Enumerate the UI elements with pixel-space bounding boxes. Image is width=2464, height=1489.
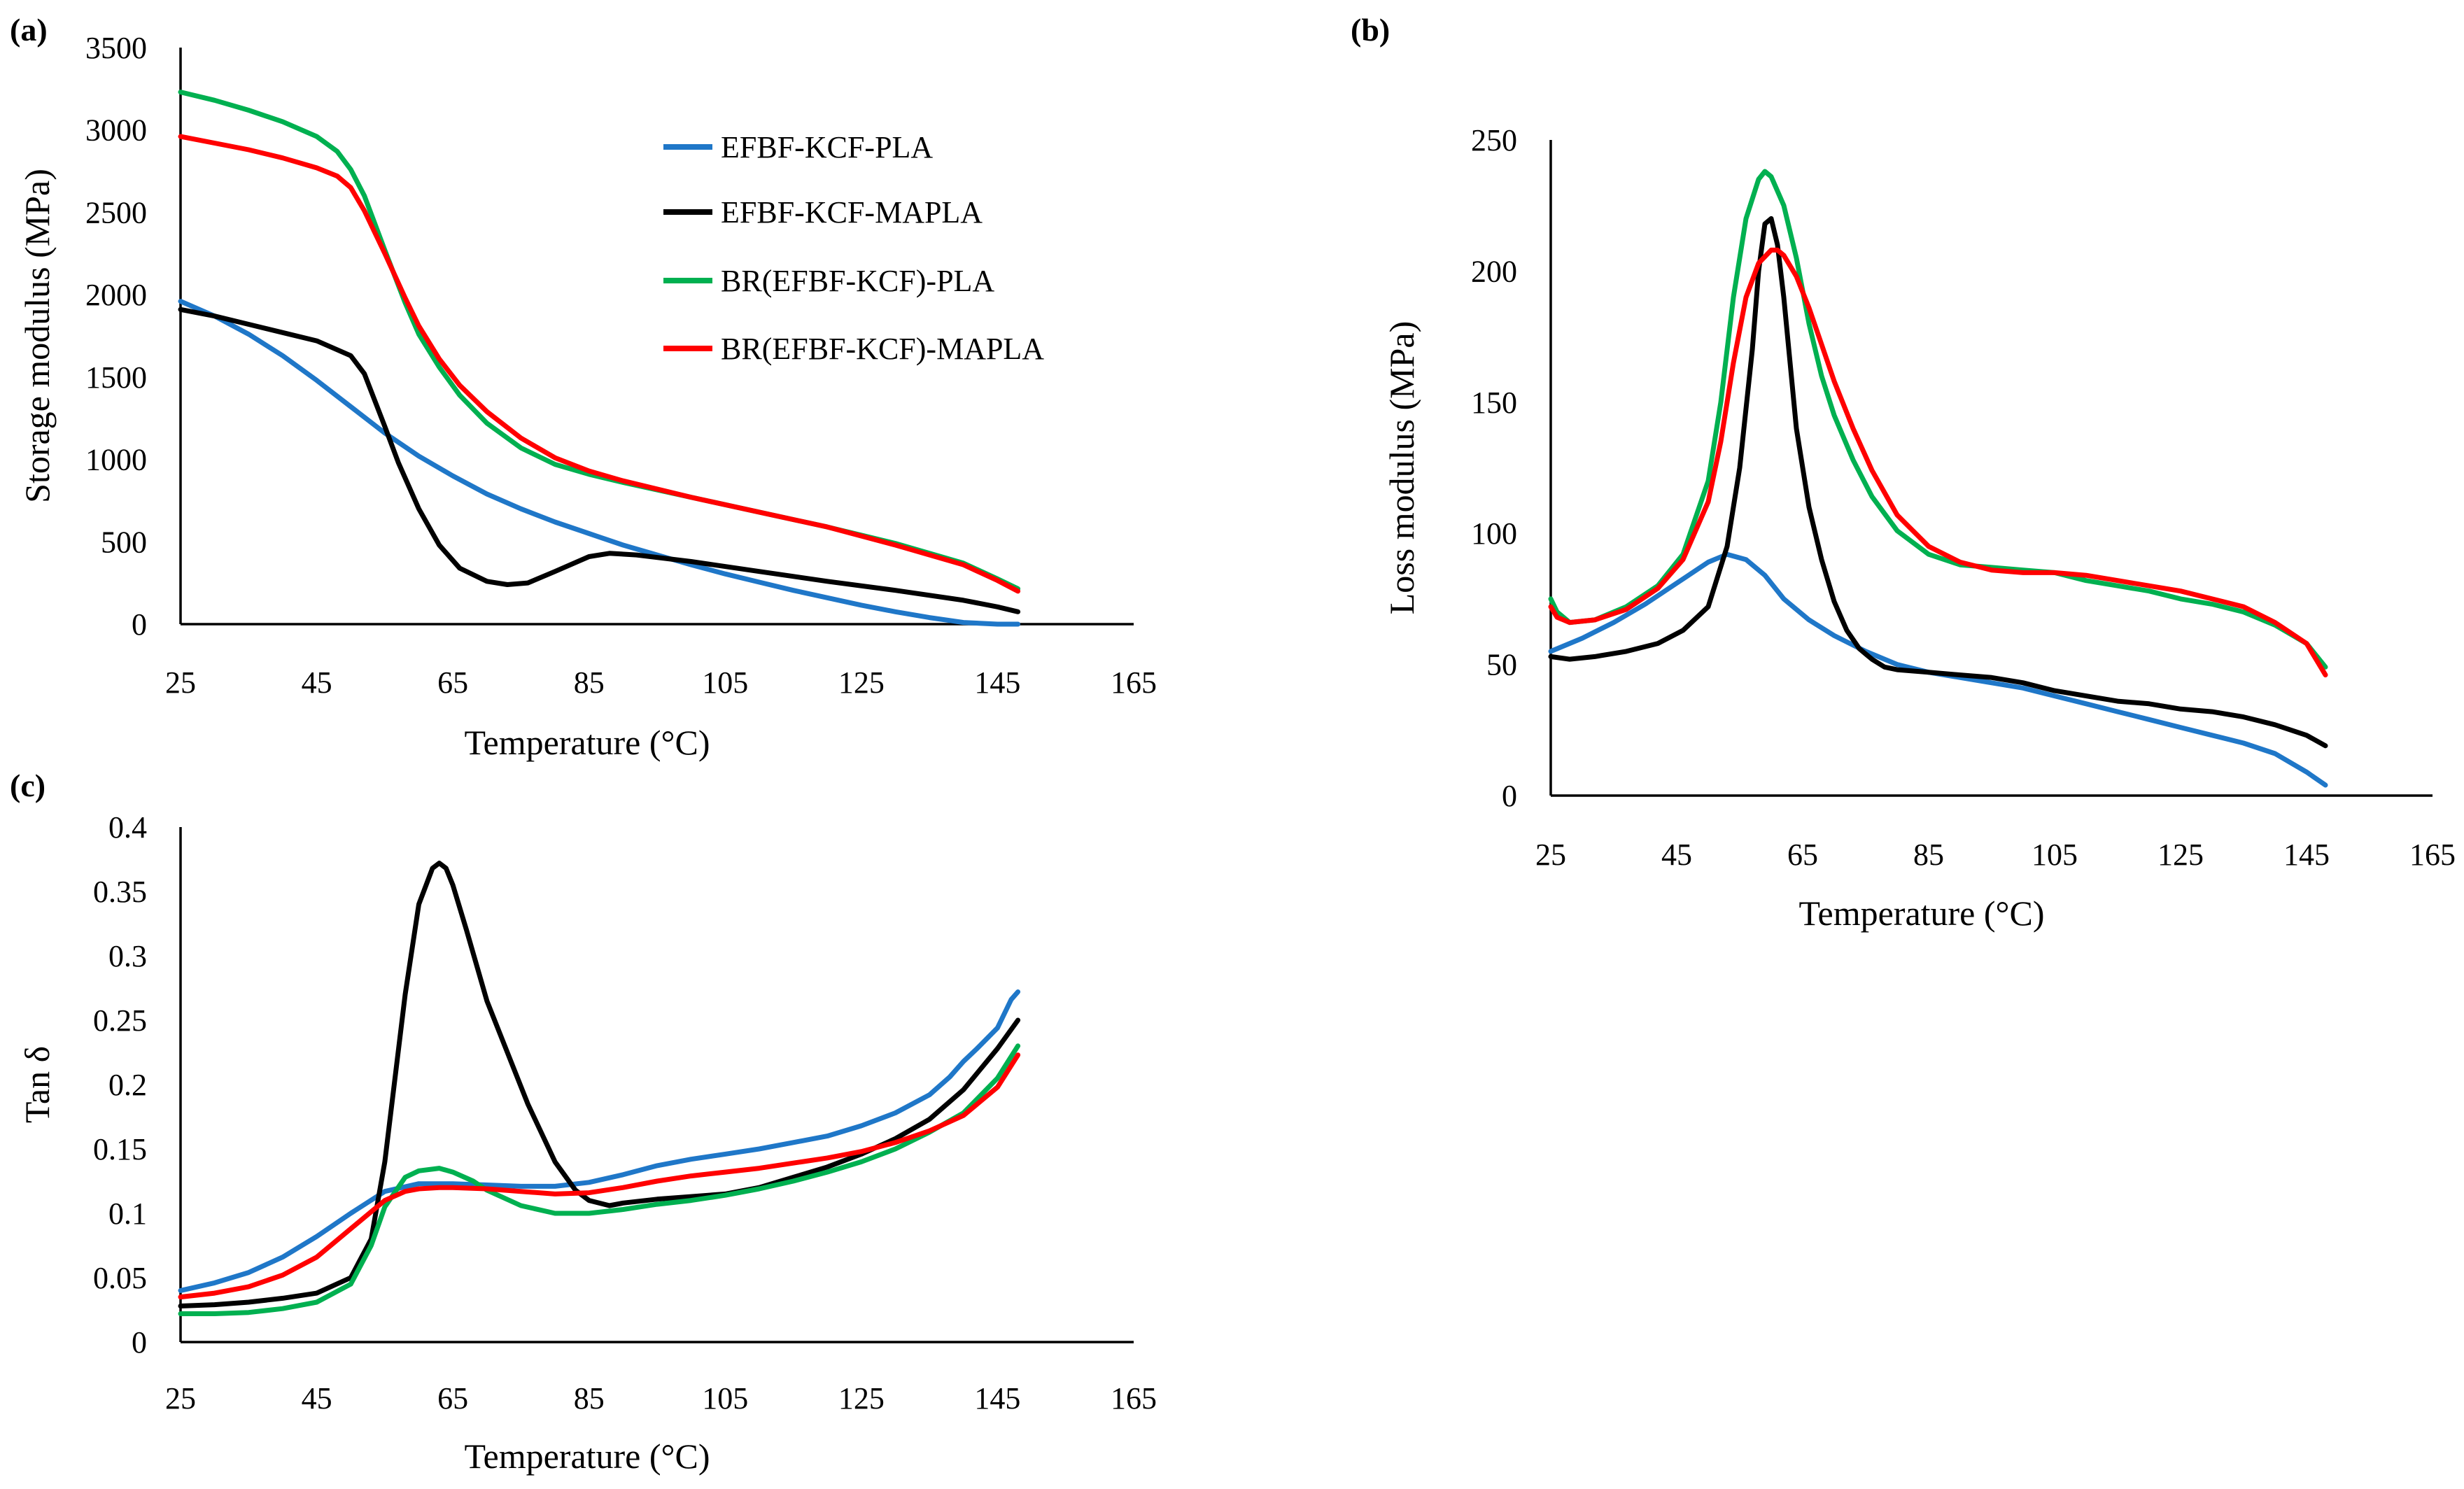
y-axis-title: Loss modulus (MPa) bbox=[1382, 321, 1421, 614]
x-tick-label: 105 bbox=[702, 665, 748, 700]
x-tick-label: 65 bbox=[437, 665, 468, 700]
x-tick-label: 85 bbox=[574, 665, 605, 700]
y-tick-label: 50 bbox=[1486, 648, 1517, 682]
y-tick-label: 1000 bbox=[85, 443, 147, 477]
series-line bbox=[178, 1052, 1021, 1300]
x-tick-label: 45 bbox=[1661, 838, 1692, 872]
y-tick-label: 100 bbox=[1471, 516, 1517, 551]
legend-label: EFBF-KCF-MAPLA bbox=[721, 195, 983, 230]
x-tick-label: 125 bbox=[2157, 838, 2204, 872]
x-tick-label: 25 bbox=[165, 665, 196, 700]
panel-c-tan-delta: (c) 25 45 65 85 105 125 145 165 0 0.05 0.1 0.15 0.2 0… bbox=[10, 768, 1157, 1476]
y-tick-label: 0.3 bbox=[108, 939, 147, 973]
legend-item: EFBF-KCF-MAPLA bbox=[663, 195, 983, 230]
y-tick-label: 0 bbox=[132, 607, 147, 642]
y-tick-label: 0.25 bbox=[93, 1003, 147, 1038]
x-tick-label: 85 bbox=[574, 1381, 605, 1416]
x-tick-label: 25 bbox=[1535, 838, 1566, 872]
y-tick-label: 1500 bbox=[85, 360, 147, 395]
panel-a-storage-modulus: (a) 25 45 65 85 105 125 145 165 0 500 1000 1500 2000… bbox=[10, 12, 1157, 762]
x-tick-label: 145 bbox=[2283, 838, 2330, 872]
x-axis-title: Temperature (°C) bbox=[464, 723, 710, 762]
y-axis-title: Tan δ bbox=[17, 1046, 57, 1123]
legend-item: EFBF-KCF-PLA bbox=[663, 130, 933, 164]
series-line bbox=[178, 861, 1021, 1308]
y-tick-label: 2000 bbox=[85, 278, 147, 312]
y-tick-label: 0 bbox=[1502, 779, 1517, 813]
panel-b-loss-modulus: (b) 25 45 65 85 105 125 145 165 0 50 100 150 200 250 T… bbox=[1351, 12, 2456, 933]
y-tick-label: 0.15 bbox=[93, 1132, 147, 1166]
y-tick-label: 250 bbox=[1471, 123, 1517, 157]
y-tick-label: 150 bbox=[1471, 386, 1517, 420]
y-tick-label: 200 bbox=[1471, 254, 1517, 288]
legend-label: BR(EFBF-KCF)-PLA bbox=[721, 264, 994, 298]
x-tick-label: 145 bbox=[974, 665, 1020, 700]
y-tick-label: 3000 bbox=[85, 113, 147, 148]
y-tick-label: 2500 bbox=[85, 195, 147, 230]
legend: EFBF-KCF-PLA EFBF-KCF-MAPLA BR(EFBF-KCF)… bbox=[663, 130, 1044, 366]
y-tick-label: 0.1 bbox=[108, 1197, 147, 1231]
x-tick-label: 45 bbox=[302, 1381, 332, 1416]
series-line bbox=[178, 989, 1021, 1293]
series-line bbox=[178, 1043, 1021, 1316]
series-line bbox=[178, 134, 1021, 594]
y-tick-label: 500 bbox=[101, 525, 147, 559]
series-line bbox=[178, 299, 1021, 627]
y-tick-label: 0.35 bbox=[93, 875, 147, 909]
series-line bbox=[1548, 247, 2328, 678]
x-tick-label: 165 bbox=[2409, 838, 2456, 872]
x-axis-title: Temperature (°C) bbox=[1798, 894, 2044, 933]
x-tick-label: 65 bbox=[437, 1381, 468, 1416]
y-tick-label: 3500 bbox=[85, 31, 147, 65]
x-tick-label: 105 bbox=[702, 1381, 748, 1416]
series-line bbox=[1548, 169, 2328, 670]
panel-label-b: (b) bbox=[1351, 12, 1390, 48]
series-line bbox=[1548, 216, 2328, 749]
legend-item: BR(EFBF-KCF)-PLA bbox=[663, 264, 994, 298]
x-tick-label: 105 bbox=[2032, 838, 2078, 872]
legend-label: EFBF-KCF-PLA bbox=[721, 130, 933, 164]
series-line bbox=[1548, 551, 2328, 788]
x-tick-label: 125 bbox=[838, 1381, 885, 1416]
legend-label: BR(EFBF-KCF)-MAPLA bbox=[721, 332, 1044, 366]
x-tick-label: 125 bbox=[838, 665, 885, 700]
y-tick-label: 0 bbox=[132, 1325, 147, 1360]
y-tick-label: 0.4 bbox=[108, 810, 147, 845]
x-tick-label: 165 bbox=[1111, 665, 1157, 700]
y-tick-label: 0.05 bbox=[93, 1261, 147, 1295]
y-axis-title: Storage modulus (MPa) bbox=[17, 169, 57, 503]
x-tick-label: 45 bbox=[302, 665, 332, 700]
series-line bbox=[178, 306, 1021, 614]
x-tick-label: 65 bbox=[1787, 838, 1818, 872]
x-tick-label: 25 bbox=[165, 1381, 196, 1416]
x-tick-label: 165 bbox=[1111, 1381, 1157, 1416]
panel-label-c: (c) bbox=[10, 768, 45, 803]
y-tick-label: 0.2 bbox=[108, 1068, 147, 1102]
x-tick-label: 85 bbox=[1913, 838, 1944, 872]
panel-label-a: (a) bbox=[10, 12, 48, 48]
x-axis-title: Temperature (°C) bbox=[464, 1437, 710, 1476]
x-tick-label: 145 bbox=[974, 1381, 1020, 1416]
legend-item: BR(EFBF-KCF)-MAPLA bbox=[663, 332, 1044, 366]
